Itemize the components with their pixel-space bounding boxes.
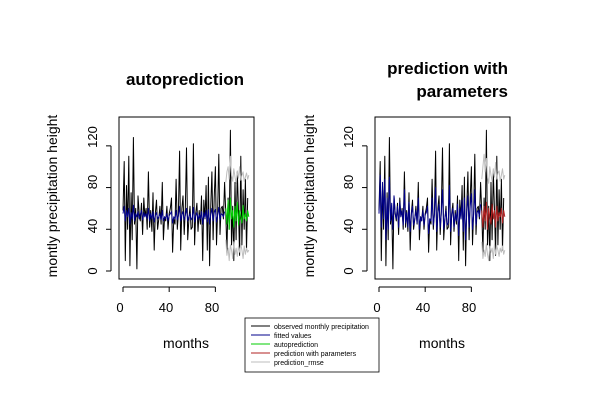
x-tick-label: 0 [116, 300, 123, 315]
legend-label: prediction with parameters [274, 351, 357, 358]
y-tick-label: 0 [341, 267, 356, 274]
x-tick-label: 80 [205, 300, 219, 315]
series-line-prediction-rmse [225, 155, 250, 184]
chart-title-line: prediction with [387, 59, 508, 78]
y-tick-label: 120 [341, 126, 356, 148]
series-line-prediction-rmse [481, 153, 506, 184]
series-line-prediction-with-parameters [481, 201, 506, 230]
legend-label: observed monthly precipitation [274, 324, 369, 331]
y-tick-label: 40 [85, 219, 100, 233]
legend-box [244, 317, 380, 373]
y-tick-label: 40 [341, 219, 356, 233]
y-tick-label: 80 [341, 175, 356, 189]
series-line-prediction-rmse [481, 241, 506, 262]
legend-label: prediction_rmse [274, 360, 324, 367]
y-tick-label: 80 [85, 175, 100, 189]
plot-frame [118, 116, 255, 280]
x-tick-label: 40 [416, 300, 430, 315]
chart-title: autoprediction [126, 70, 244, 89]
y-axis-label: montly precipitation height [44, 115, 60, 278]
y-axis-label: montly precipitation height [301, 115, 317, 278]
legend: observed monthly precipitation fitted va… [244, 317, 380, 373]
panel-prediction-with-parameters: prediction with parameters months montly… [301, 59, 511, 351]
series-line-fitted-values [378, 174, 482, 241]
chart-title-line: parameters [416, 82, 508, 101]
series-line-prediction-rmse [225, 239, 250, 262]
y-tick-label: 0 [85, 267, 100, 274]
series-line-fitted-values [122, 204, 226, 225]
x-tick-label: 40 [159, 300, 173, 315]
legend-label: fitted values [274, 333, 312, 340]
panel-autoprediction: autoprediction months montly precipitati… [44, 70, 255, 351]
x-axis-label: months [419, 335, 465, 351]
legend-label: autoprediction [274, 342, 318, 349]
plot-frame [374, 116, 511, 280]
series-line-autoprediction [225, 197, 250, 230]
x-axis-label: months [163, 335, 209, 351]
x-tick-label: 0 [373, 300, 380, 315]
x-tick-label: 80 [462, 300, 476, 315]
y-tick-label: 120 [85, 126, 100, 148]
